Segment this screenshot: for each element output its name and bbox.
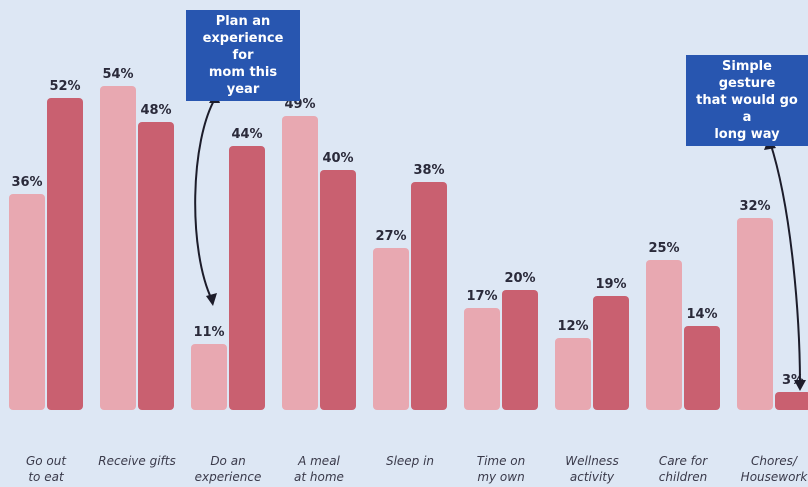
value-label-series2-7: 14% [686, 307, 717, 322]
value-label-series1-7: 25% [648, 241, 679, 256]
value-label-series2-2: 44% [231, 127, 262, 142]
bar-series2-5 [502, 290, 538, 410]
value-label-series2-6: 19% [595, 277, 626, 292]
value-label-series1-8: 32% [739, 199, 770, 214]
arrows-group [194, 92, 806, 391]
callout-plan-experience: Plan an experience for mom this year [186, 10, 300, 101]
bar-series2-3 [320, 170, 356, 410]
value-label-series2-4: 38% [413, 163, 444, 178]
callout-line-3: long way [714, 127, 780, 142]
bar-series2-8 [775, 392, 808, 410]
bar-series2-2 [229, 146, 265, 410]
callout-line-3: mom this year [208, 65, 278, 97]
callout-simple-gesture: Simple gesture that would go a long way [686, 55, 808, 146]
arrow-experience-head-bottom [206, 293, 217, 306]
category-label-6: Wellness activity [565, 454, 618, 484]
bar-series2-7 [684, 326, 720, 410]
category-label-4: Sleep in [386, 454, 434, 468]
bar-series1-3 [282, 116, 318, 410]
category-labels-group: Go out to eat Receive gifts Do an experience… [26, 454, 808, 484]
value-label-series2-5: 20% [504, 271, 535, 286]
value-label-series1-0: 36% [11, 175, 42, 190]
value-label-series2-1: 48% [140, 103, 171, 118]
arrow-experience-curve [194, 96, 217, 301]
bar-series1-8 [737, 218, 773, 410]
bar-series1-2 [191, 344, 227, 410]
category-label-0: Go out to eat [26, 454, 67, 484]
arrow-gesture-head-bottom [794, 380, 806, 391]
value-label-series2-0: 52% [49, 79, 80, 94]
bar-series1-6 [555, 338, 591, 410]
value-label-series2-3: 40% [322, 151, 353, 166]
category-label-3: A meal at home [294, 454, 344, 484]
arrow-gesture-curve [769, 141, 801, 386]
category-label-8: Chores/Housework [741, 454, 808, 484]
value-label-series1-5: 17% [466, 289, 497, 304]
bar-series1-7 [646, 260, 682, 410]
bar-series1-0 [9, 194, 45, 410]
bar-series2-6 [593, 296, 629, 410]
category-label-2: Do an experience [195, 454, 262, 484]
category-label-1: Receive gifts [98, 454, 175, 468]
bar-series1-1 [100, 86, 136, 410]
category-label-7: Care for children [659, 454, 708, 484]
value-label-series1-6: 12% [557, 319, 588, 334]
callout-line-2: that would go a [696, 93, 798, 125]
callout-line-1: Simple gesture [718, 59, 776, 91]
bar-series1-5 [464, 308, 500, 410]
bars-group [9, 86, 808, 410]
callout-line-2: experience for [202, 31, 284, 63]
bar-series2-0 [47, 98, 83, 410]
value-label-series1-4: 27% [375, 229, 406, 244]
bar-series2-1 [138, 122, 174, 410]
value-label-series1-1: 54% [102, 67, 133, 82]
category-label-5: Time on my own [477, 454, 526, 484]
bar-series2-4 [411, 182, 447, 410]
callout-line-1: Plan an [215, 14, 271, 29]
bar-series1-4 [373, 248, 409, 410]
value-labels-group: 36%52%54%48%11%44%49%40%27%38%17%20%12%1… [11, 67, 804, 388]
value-label-series1-2: 11% [193, 325, 224, 340]
